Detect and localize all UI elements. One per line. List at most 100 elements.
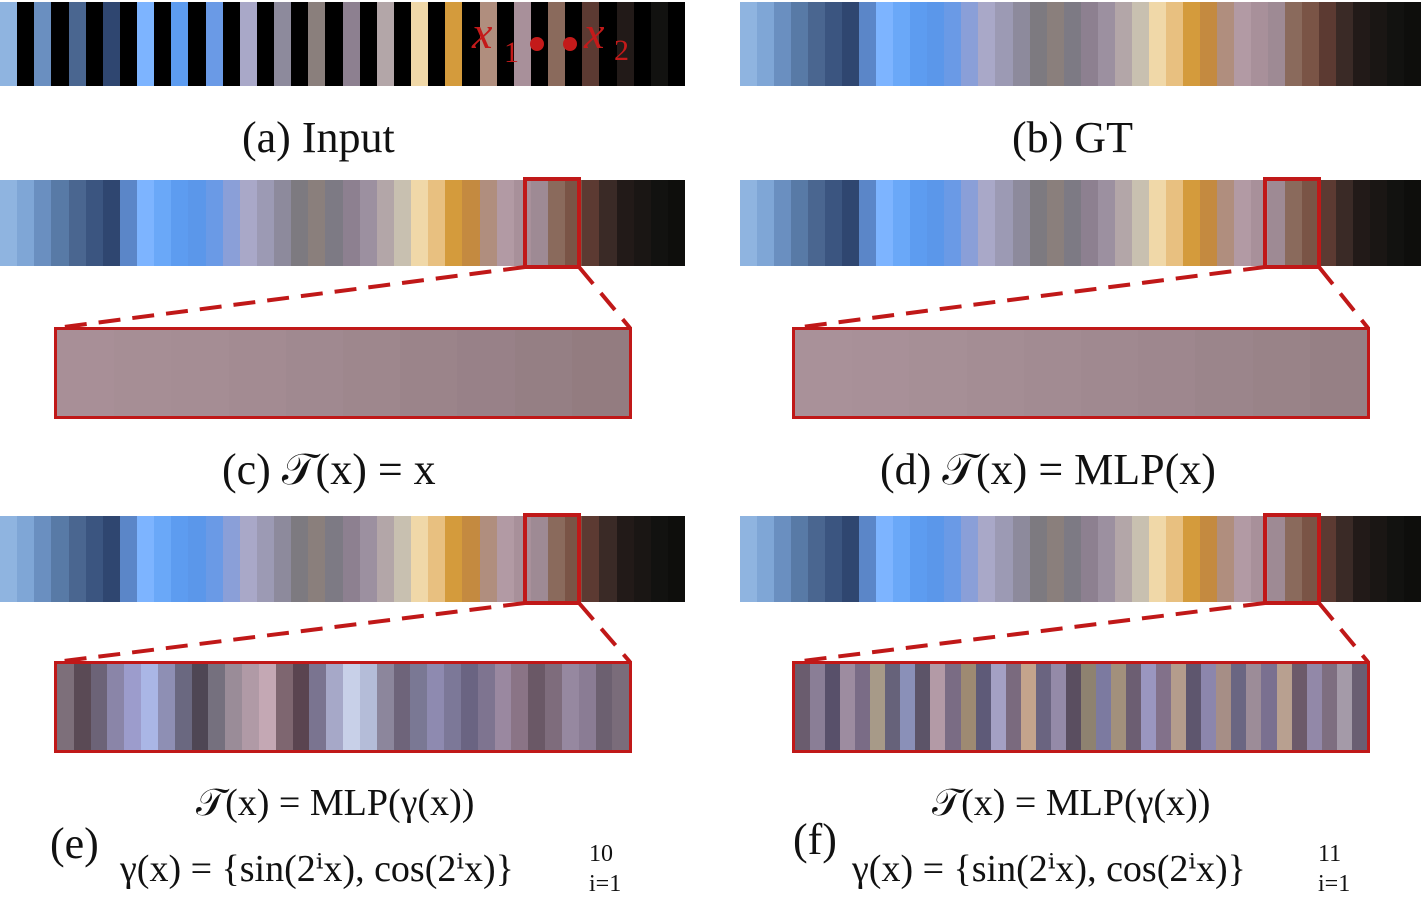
color-band [73,664,91,750]
color-band [1336,516,1354,602]
color-band [1353,516,1371,602]
color-band [411,180,429,266]
color-band [795,664,811,750]
color-band [791,180,809,266]
formula-f-line2: γ(x) = {sin(2ⁱx), cos(2ⁱx)} [852,848,1246,890]
color-band [1252,330,1310,416]
color-band [840,664,856,750]
color-band [445,516,463,602]
color-band [222,180,240,266]
color-band [616,2,634,86]
color-band [102,2,120,86]
color-band [1319,516,1337,602]
color-band [825,180,843,266]
color-band [1097,2,1115,86]
color-band [1261,664,1277,750]
color-band [876,2,894,86]
color-band [1063,180,1081,266]
zoom-box-e [523,513,581,605]
color-band [1285,2,1303,86]
color-band [995,2,1013,86]
x1-marker-subscript: 1 [504,36,519,69]
color-band [1012,2,1030,86]
color-band [496,516,514,602]
color-band [1370,516,1388,602]
color-band [462,2,480,86]
color-band [222,2,240,86]
color-band [870,664,886,750]
color-band [1387,180,1405,266]
color-band [188,180,206,266]
color-band [513,2,531,86]
color-band [791,516,809,602]
color-band [205,180,223,266]
color-band [578,664,596,750]
color-band [479,516,497,602]
result-strip-f [740,516,1421,602]
color-band [342,516,360,602]
color-band [978,516,996,602]
color-band [1199,180,1217,266]
color-band [68,2,86,86]
color-band [842,516,860,602]
color-band [808,180,826,266]
color-band [57,330,115,416]
color-band [308,516,326,602]
color-band [291,2,309,86]
color-band [1321,664,1337,750]
color-band [51,516,69,602]
color-band [1291,664,1307,750]
color-band [650,180,668,266]
color-band [376,664,394,750]
color-band [1097,180,1115,266]
color-band [1246,664,1262,750]
color-band [978,2,996,86]
x2-marker-subscript: 2 [614,34,629,67]
color-band [1302,2,1320,86]
color-band [599,180,617,266]
color-band [171,2,189,86]
color-band [1046,2,1064,86]
color-band [291,516,309,602]
color-band [808,516,826,602]
color-band [757,516,775,602]
color-band [995,516,1013,602]
color-band [205,2,223,86]
color-band [1114,516,1132,602]
color-band [825,516,843,602]
color-band [376,180,394,266]
color-band [1165,516,1183,602]
color-band [1095,664,1111,750]
color-band [1319,2,1337,86]
color-band [1216,180,1234,266]
color-band [740,180,758,266]
color-band [242,664,259,750]
color-band [633,516,651,602]
color-band [359,664,377,750]
color-band [548,180,566,266]
color-band [393,180,411,266]
color-band [1050,664,1066,750]
color-band [1186,664,1202,750]
color-band [961,180,979,266]
color-band [774,180,792,266]
color-band [1250,2,1268,86]
color-band [171,180,189,266]
color-band [308,2,326,86]
color-band [188,516,206,602]
color-band [1046,180,1064,266]
color-band [774,516,792,602]
color-band [1165,2,1183,86]
color-band [1126,664,1142,750]
color-band [428,516,446,602]
color-band [274,516,292,602]
color-band [571,330,629,416]
color-band [291,180,309,266]
color-band [428,2,446,86]
color-band [1267,516,1285,602]
color-band [1201,664,1217,750]
color-band [1319,180,1337,266]
caption-c: (c) 𝒯(x) = x [222,445,436,494]
color-band [85,2,103,86]
color-band [1233,2,1251,86]
